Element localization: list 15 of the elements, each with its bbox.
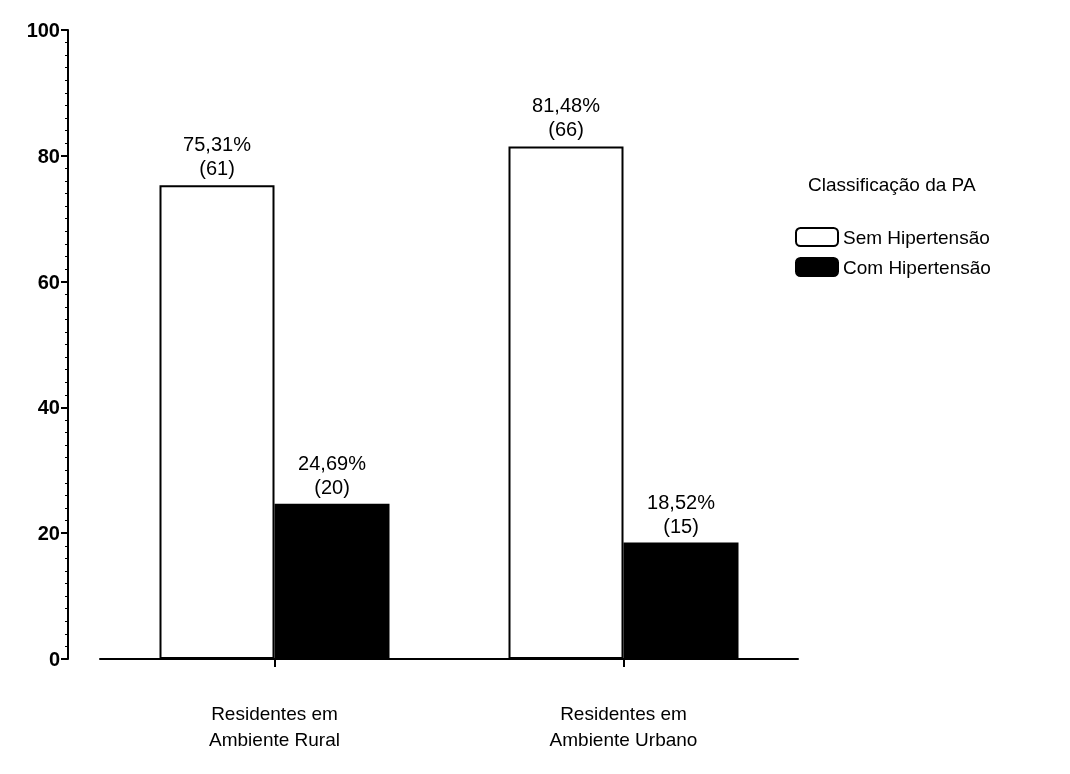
x-tick-label: Residentes em Ambiente Rural: [209, 702, 340, 750]
y-tick-label: 40: [37, 396, 60, 419]
data-label: 81,48% (66): [532, 94, 601, 141]
y-tick-label: 100: [26, 19, 60, 41]
y-tick-label: 60: [37, 270, 60, 293]
legend-title: Classificação da PA: [808, 174, 976, 195]
data-label: 18,52% (15): [647, 490, 716, 537]
legend-label: Sem Hipertensão: [843, 226, 990, 248]
y-tick-label: 80: [37, 144, 60, 167]
x-tick-label: Residentes em Ambiente Urbano: [549, 702, 698, 750]
y-tick-label: 20: [37, 522, 60, 545]
data-label: 75,31% (61): [183, 133, 252, 180]
legend-label: Com Hipertensão: [843, 256, 991, 278]
y-tick-label: 0: [48, 648, 60, 670]
data-label: 24,69% (20): [298, 451, 367, 498]
